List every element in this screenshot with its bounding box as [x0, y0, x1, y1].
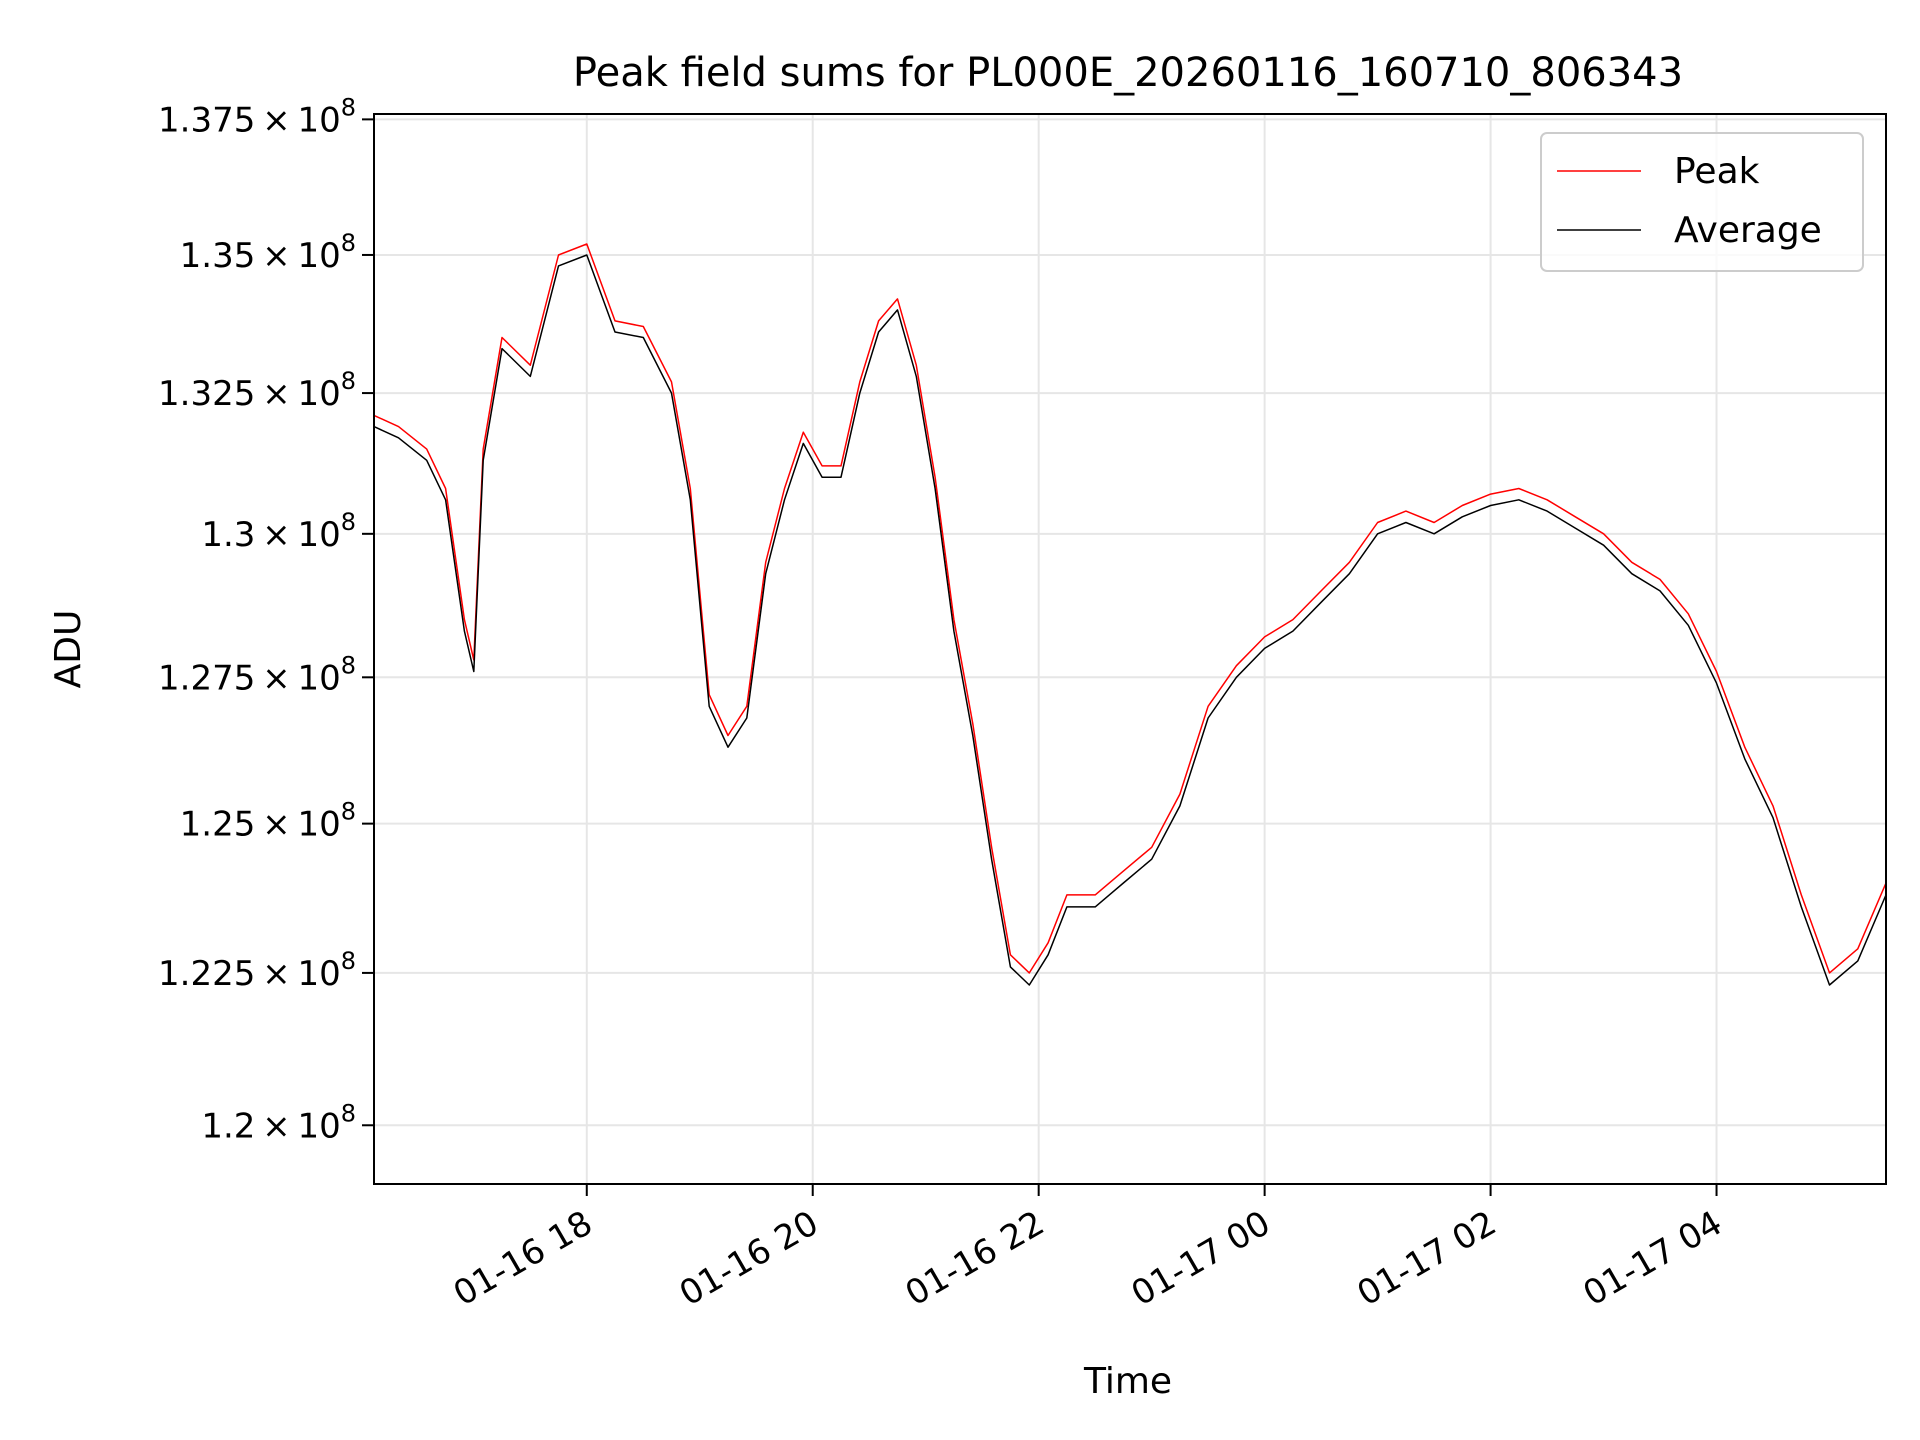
chart-title: Peak field sums for PL000E_20260116_1607…: [573, 50, 1683, 96]
grid: [374, 114, 1886, 1184]
legend-box: [1540, 132, 1864, 272]
series-line-average: [374, 254, 1886, 986]
y-tick-label: 1.325 × 108: [158, 367, 356, 414]
y-axis-label: ADU: [48, 610, 89, 689]
series-group: [374, 243, 1886, 986]
y-tick-label: 1.375 × 108: [158, 93, 356, 140]
y-tick-label: 1.25 × 108: [180, 798, 356, 845]
y-tick-label: 1.275 × 108: [158, 651, 356, 698]
y-tick-label: 1.2 × 108: [201, 1099, 356, 1146]
x-axis-label: Time: [1083, 1361, 1172, 1402]
y-axis: 1.2 × 108 1.225 × 108 1.25 × 108 1.275 × 10…: [158, 93, 374, 1146]
series-line-peak: [374, 243, 1886, 974]
y-tick-label: 1.225 × 108: [158, 947, 356, 994]
plot-frame: [373, 113, 1887, 1185]
y-tick-label: 1.35 × 108: [180, 229, 356, 276]
legend-label-peak: Peak: [1674, 151, 1760, 192]
legend: Peak Average: [1540, 132, 1864, 272]
y-tick-label: 1.3 × 108: [201, 508, 356, 555]
legend-label-average: Average: [1674, 210, 1822, 251]
